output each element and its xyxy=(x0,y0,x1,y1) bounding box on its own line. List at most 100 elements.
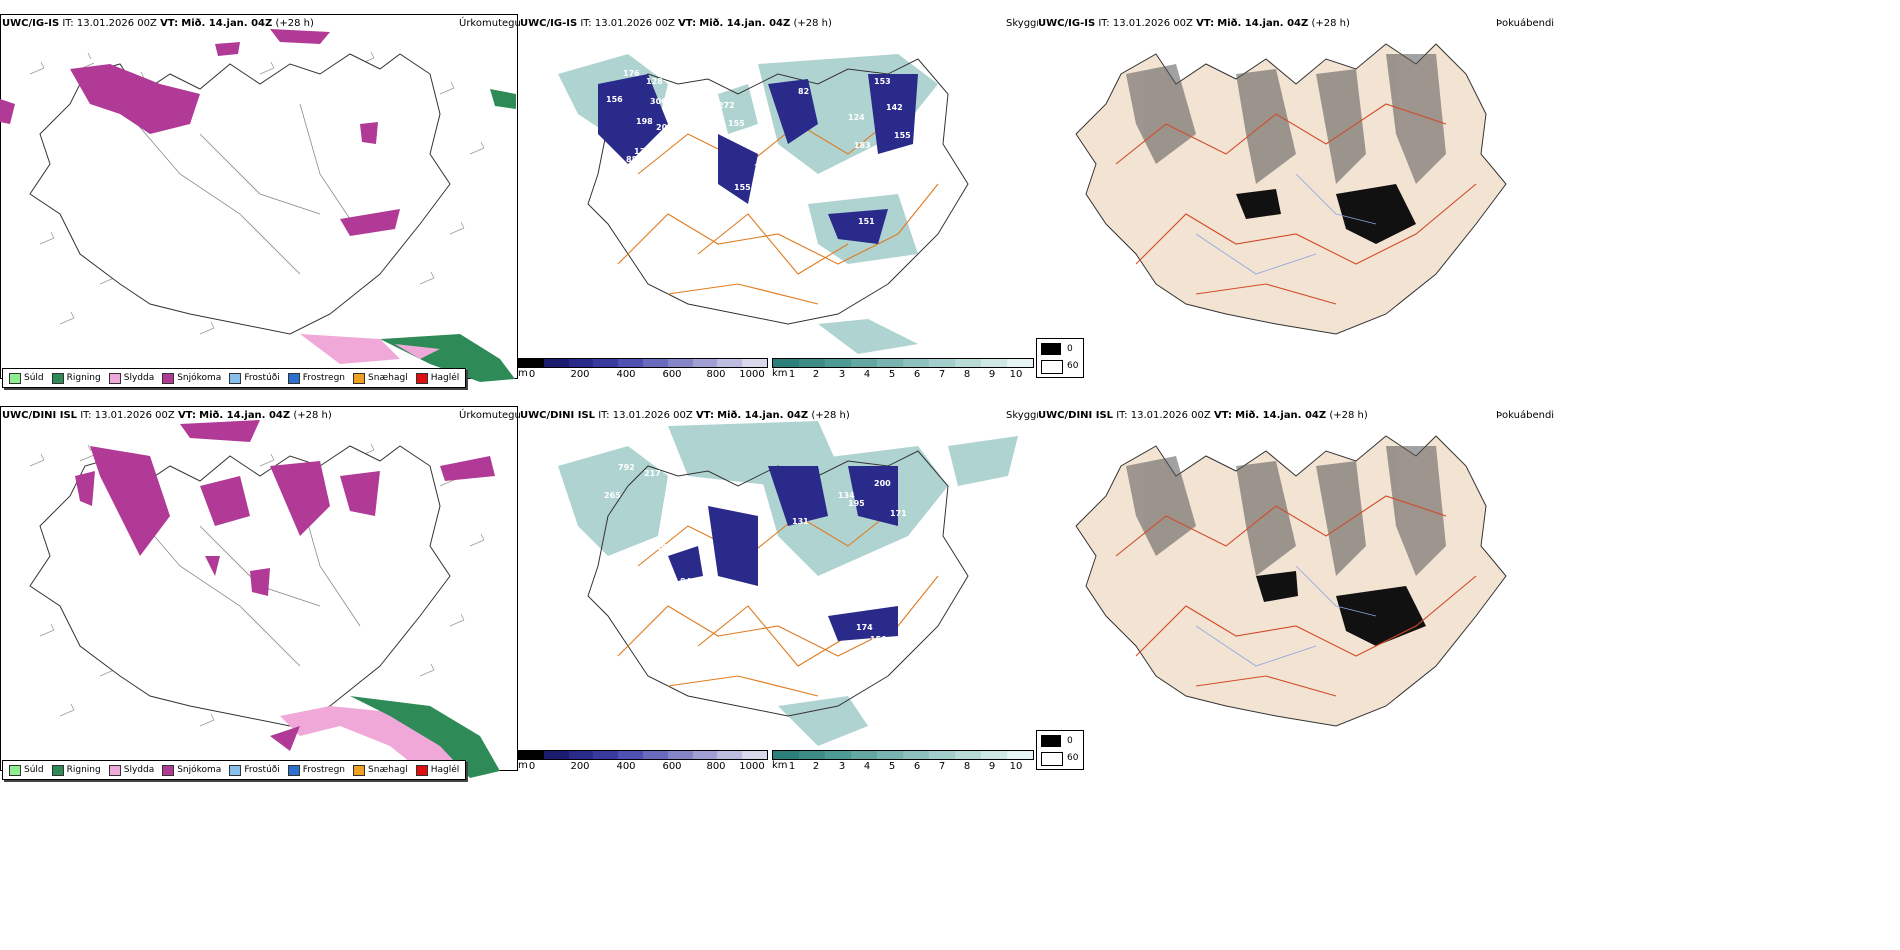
panel-label-precip: Úrkomutegund xyxy=(459,410,520,421)
ceiling-unit: m xyxy=(518,760,528,771)
legend-swatch-haglel xyxy=(415,372,428,384)
ceiling-tick: 800 xyxy=(706,761,726,772)
precip-map xyxy=(29,420,500,778)
ceiling-number: 82 xyxy=(798,87,809,96)
ceiling-map: 792 217 265 421 346 84 110 183 200 195 1… xyxy=(558,421,1018,746)
ceiling-tick: 400 xyxy=(616,369,636,380)
ceiling-tick: 1000 xyxy=(739,369,765,380)
ceiling-number: 142 xyxy=(886,103,903,112)
visibility-tick: 2 xyxy=(812,761,820,772)
ceiling-colorbar xyxy=(518,750,768,760)
panel-title: UWC/IG-IS IT: 13.01.2026 00Z VT: Mið. 14… xyxy=(520,18,832,29)
ceiling-number: 153 xyxy=(874,77,891,86)
ceiling-number: 20 xyxy=(656,123,668,132)
panel-title: UWC/DINI ISL IT: 13.01.2026 00Z VT: Mið.… xyxy=(520,410,850,421)
visibility-tick: 6 xyxy=(913,369,921,380)
visibility-tick: 10 xyxy=(1009,369,1023,380)
visibility-tick: 4 xyxy=(863,761,871,772)
fog-panel-top: UWC/IG-IS IT: 13.01.2026 00Z VT: Mið. 14… xyxy=(1036,14,1556,394)
ceiling-number: 183 xyxy=(774,595,791,604)
visibility-tick: 6 xyxy=(913,761,921,772)
precip-legend: Súld Rigning Slydda Snjókoma Frostúði Fr… xyxy=(2,760,467,780)
legend-swatch-frostudi xyxy=(229,372,242,384)
visibility-tick: 2 xyxy=(812,369,820,380)
fog-legend-bottom: 0 60 xyxy=(1036,730,1084,770)
ceiling-tick: 600 xyxy=(662,761,682,772)
visibility-tick: 3 xyxy=(838,761,846,772)
legend-swatch-rigning xyxy=(51,372,64,384)
panel-label-fog: Þokuábendi xyxy=(1496,18,1555,29)
ceiling-number: 128 xyxy=(646,77,663,86)
ceiling-number: 160 xyxy=(668,99,685,108)
ceiling-number: 166 xyxy=(754,163,771,172)
visibility-tick: 4 xyxy=(863,369,871,380)
ceiling-tick: 1000 xyxy=(739,761,765,772)
legend-swatch-sudl xyxy=(9,764,21,776)
panel-title: UWC/DINI ISL IT: 13.01.2026 00Z VT: Mið.… xyxy=(1038,410,1368,421)
ceiling-number: 195 xyxy=(848,499,865,508)
fog-map xyxy=(1075,43,1507,335)
ceiling-number: 155 xyxy=(728,119,745,128)
visibility-tick: 1 xyxy=(788,761,796,772)
panel-label-precip: Úrkomutegund xyxy=(459,18,520,29)
visibility-scale-top: km 1 2 3 4 5 6 7 8 9 10 xyxy=(772,358,1034,388)
ceiling-tick: 200 xyxy=(570,369,590,380)
ceiling-number: 132 xyxy=(634,147,651,156)
ceiling-number: 346 xyxy=(650,543,667,552)
legend-swatch-snjokoma xyxy=(162,764,175,776)
fog-legend-black xyxy=(1041,343,1061,355)
ceiling-unit: m xyxy=(518,368,528,379)
ceiling-number: 200 xyxy=(874,479,891,488)
legend-swatch-snaehagl xyxy=(353,372,366,384)
ceiling-number: 110 xyxy=(730,587,747,596)
ceiling-tick: 0 xyxy=(528,369,536,380)
ceiling-number: 150 xyxy=(870,635,887,644)
ceiling-tick: 400 xyxy=(616,761,636,772)
ceiling-number: 151 xyxy=(858,217,875,226)
ceiling-number: 306 xyxy=(650,97,667,106)
ceiling-panel-bottom: UWC/DINI ISL IT: 13.01.2026 00Z VT: Mið.… xyxy=(518,406,1038,786)
snow-areas xyxy=(0,29,400,236)
ceiling-number: 155 xyxy=(734,183,751,192)
legend-swatch-sudl xyxy=(9,372,21,384)
visibility-tick: 10 xyxy=(1009,761,1023,772)
ceiling-number: 265 xyxy=(604,491,621,500)
ceiling-number: 131 xyxy=(792,517,809,526)
fog-panel-bottom: UWC/DINI ISL IT: 13.01.2026 00Z VT: Mið.… xyxy=(1036,406,1556,786)
visibility-tick: 9 xyxy=(988,369,996,380)
visibility-unit: km xyxy=(772,760,788,771)
rain-sleet-areas xyxy=(300,89,516,382)
legend-swatch-frostregn xyxy=(287,372,300,384)
ceiling-values: 176 128 156 306 160 198 20 132 88 272 15… xyxy=(606,69,911,226)
ceiling-tick: 200 xyxy=(570,761,590,772)
ceiling-values: 792 217 265 421 346 84 110 183 200 195 1… xyxy=(604,463,907,644)
panel-label-fog: Þokuábendi xyxy=(1496,410,1555,421)
legend-swatch-frostregn xyxy=(287,764,300,776)
legend-swatch-haglel xyxy=(415,764,428,776)
fog-map xyxy=(1075,435,1507,727)
ceiling-number: 171 xyxy=(890,509,907,518)
visibility-tick: 3 xyxy=(838,369,846,380)
ceiling-map: 176 128 156 306 160 198 20 132 88 272 15… xyxy=(558,54,969,354)
visibility-colorbar xyxy=(772,358,1034,368)
fog-legend-black xyxy=(1041,735,1061,747)
visibility-tick: 8 xyxy=(963,761,971,772)
legend-swatch-snjokoma xyxy=(162,372,175,384)
ceiling-number: 792 xyxy=(618,463,635,472)
ceiling-tick: 800 xyxy=(706,369,726,380)
ceiling-tick: 0 xyxy=(528,761,536,772)
precip-map xyxy=(0,29,516,382)
visibility-tick: 5 xyxy=(888,761,896,772)
ceiling-number: 217 xyxy=(644,469,661,478)
visibility-tick: 9 xyxy=(988,761,996,772)
legend-swatch-slydda xyxy=(108,764,121,776)
legend-swatch-rigning xyxy=(51,764,64,776)
ceiling-number: 183 xyxy=(854,141,871,150)
ceiling-number: 124 xyxy=(848,113,865,122)
ceiling-scale-top: m 0 200 400 600 800 1000 xyxy=(518,358,768,388)
ceiling-number: 174 xyxy=(856,623,873,632)
panel-title: UWC/IG-IS IT: 13.01.2026 00Z VT: Mið. 14… xyxy=(2,18,314,29)
panel-title: UWC/IG-IS IT: 13.01.2026 00Z VT: Mið. 14… xyxy=(1038,18,1350,29)
visibility-tick: 1 xyxy=(788,369,796,380)
ceiling-scale-bottom: m 0 200 400 600 800 1000 xyxy=(518,750,768,780)
